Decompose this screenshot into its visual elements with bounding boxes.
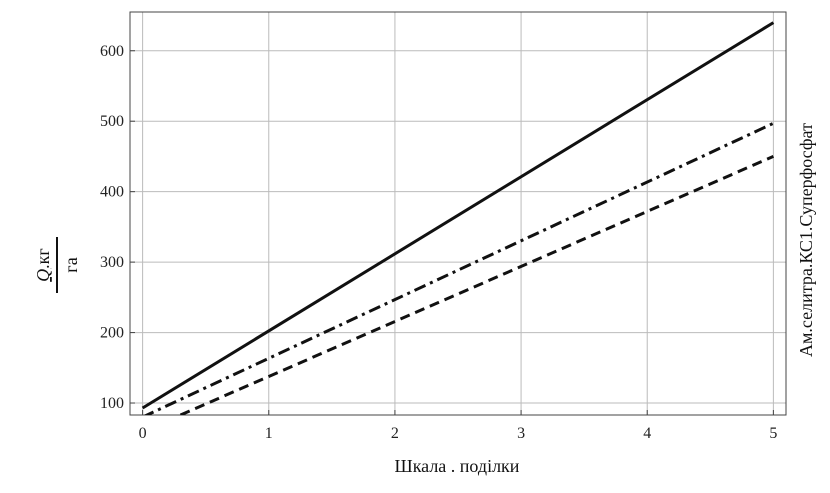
y-tick-label: 200 [100,325,124,342]
y-tick-label: 300 [100,254,124,271]
y-axis-label: Q.кг га [33,237,81,293]
y-axis-label-denominator: га [61,257,81,272]
y-tick-label: 500 [100,113,124,130]
series-lines [141,21,775,415]
series-line-dashdot [143,121,775,415]
legend-label: Ам.селитра.КС1.Суперфосфат [796,123,816,357]
x-tick-label: 0 [139,425,147,442]
grid [130,12,786,415]
plot-frame [129,11,787,416]
y-axis-label-unit: кг [33,248,53,264]
y-tick-label: 400 [100,184,124,201]
series-line-dashed [179,155,774,415]
series-line-solid [141,21,775,410]
x-tick-label: 3 [517,425,525,442]
svg-text:Q.кг: Q.кг [33,248,53,282]
x-axis-label: Шкала . поділки [395,456,520,476]
y-tick-label: 600 [100,43,124,60]
axis-ticks: 0 1 2 3 4 5 100 200 300 400 500 600 [100,43,777,442]
x-tick-label: 2 [391,425,399,442]
x-tick-label: 4 [643,425,651,442]
y-axis-label-numerator: Q [33,269,53,282]
x-tick-label: 1 [265,425,273,442]
x-tick-label: 5 [769,425,777,442]
y-tick-label: 100 [100,395,124,412]
